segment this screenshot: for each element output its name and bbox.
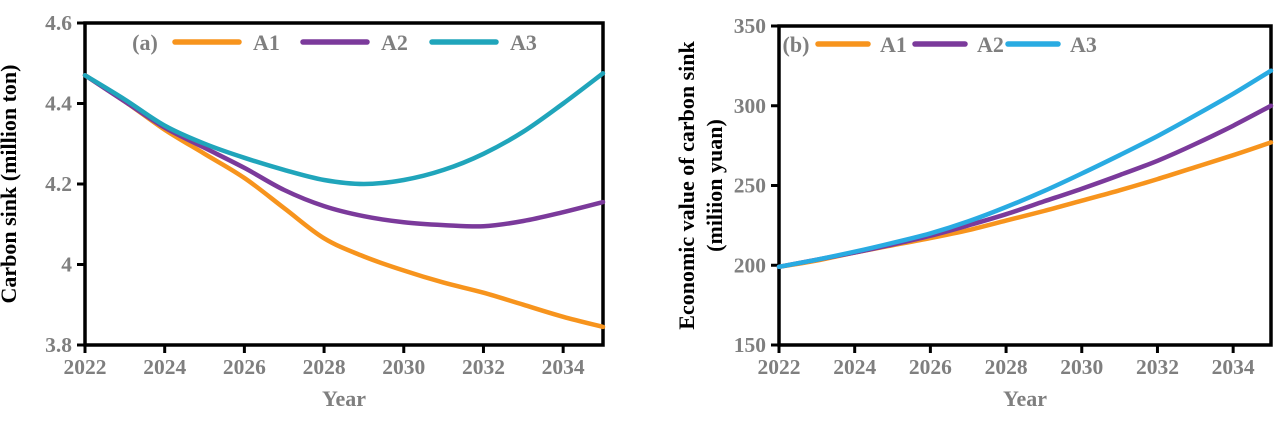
x-tick-label: 2034	[1212, 355, 1255, 379]
y-tick-label: 350	[734, 14, 766, 38]
x-tick-label: 2022	[758, 355, 801, 379]
y-tick-label: 4.6	[45, 11, 72, 35]
x-tick-label: 2024	[143, 355, 186, 379]
x-tick-label: 2034	[542, 355, 585, 379]
x-tick-label: 2032	[1136, 355, 1179, 379]
y-axis-title: Carbon sink (million ton)	[0, 65, 21, 304]
x-axis-title: Year	[1003, 386, 1047, 411]
x-tick-label: 2022	[64, 355, 107, 379]
series-line-a3	[82, 71, 606, 187]
y-tick-label: 150	[734, 333, 766, 357]
y-axis-title: Economic value of carbon sink	[674, 41, 699, 330]
series-line-a2	[82, 73, 606, 229]
y-tick-label: 4.2	[45, 172, 72, 196]
y-tick-label: 3.8	[45, 333, 72, 357]
legend-label-a1: A1	[253, 30, 280, 55]
series-line-a2	[776, 103, 1274, 270]
x-axis-title: Year	[322, 386, 366, 411]
x-tick-label: 2030	[382, 355, 425, 379]
y-axis-title: (miliion yuan)	[702, 119, 727, 252]
panel-label: (b)	[783, 32, 810, 57]
chart-panel-b: 2022 2024 2026 2028 2030 2032 2034 150 200 250 300…	[674, 14, 1274, 411]
x-tick-label: 2032	[462, 355, 505, 379]
x-tick-label: 2024	[833, 355, 876, 379]
y-tick-label: 4.4	[45, 92, 72, 116]
plot-border	[777, 24, 1273, 347]
y-tick-label: 4	[61, 253, 72, 277]
legend-label-a1: A1	[880, 32, 907, 57]
x-tick-label: 2028	[303, 355, 346, 379]
y-tick-label: 200	[734, 253, 766, 277]
x-tick-label: 2026	[223, 355, 266, 379]
legend-label-a2: A2	[977, 32, 1004, 57]
legend-label-a3: A3	[510, 30, 537, 55]
legend-label-a3: A3	[1070, 32, 1097, 57]
legend-label-a2: A2	[381, 30, 408, 55]
panel-label: (a)	[132, 30, 158, 55]
series-line-a1	[82, 73, 606, 330]
x-tick-label: 2026	[909, 355, 952, 379]
series-line-a1	[776, 140, 1274, 270]
chart-panel-a: 2022 2024 2026 2028 2030 2032 2034 3.8 4 4.2 4.4 4.…	[0, 11, 606, 411]
x-tick-label: 2030	[1060, 355, 1103, 379]
y-tick-label: 250	[734, 174, 766, 198]
x-tick-label: 2028	[985, 355, 1028, 379]
series-line-a3	[776, 68, 1274, 270]
y-tick-label: 300	[734, 94, 766, 118]
